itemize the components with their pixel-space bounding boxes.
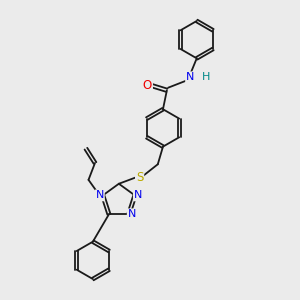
Text: O: O [143,79,152,92]
Text: N: N [134,190,142,200]
Text: H: H [202,72,210,82]
Text: S: S [136,171,143,184]
Text: N: N [95,190,104,200]
Text: N: N [186,72,194,82]
Text: N: N [128,209,136,219]
